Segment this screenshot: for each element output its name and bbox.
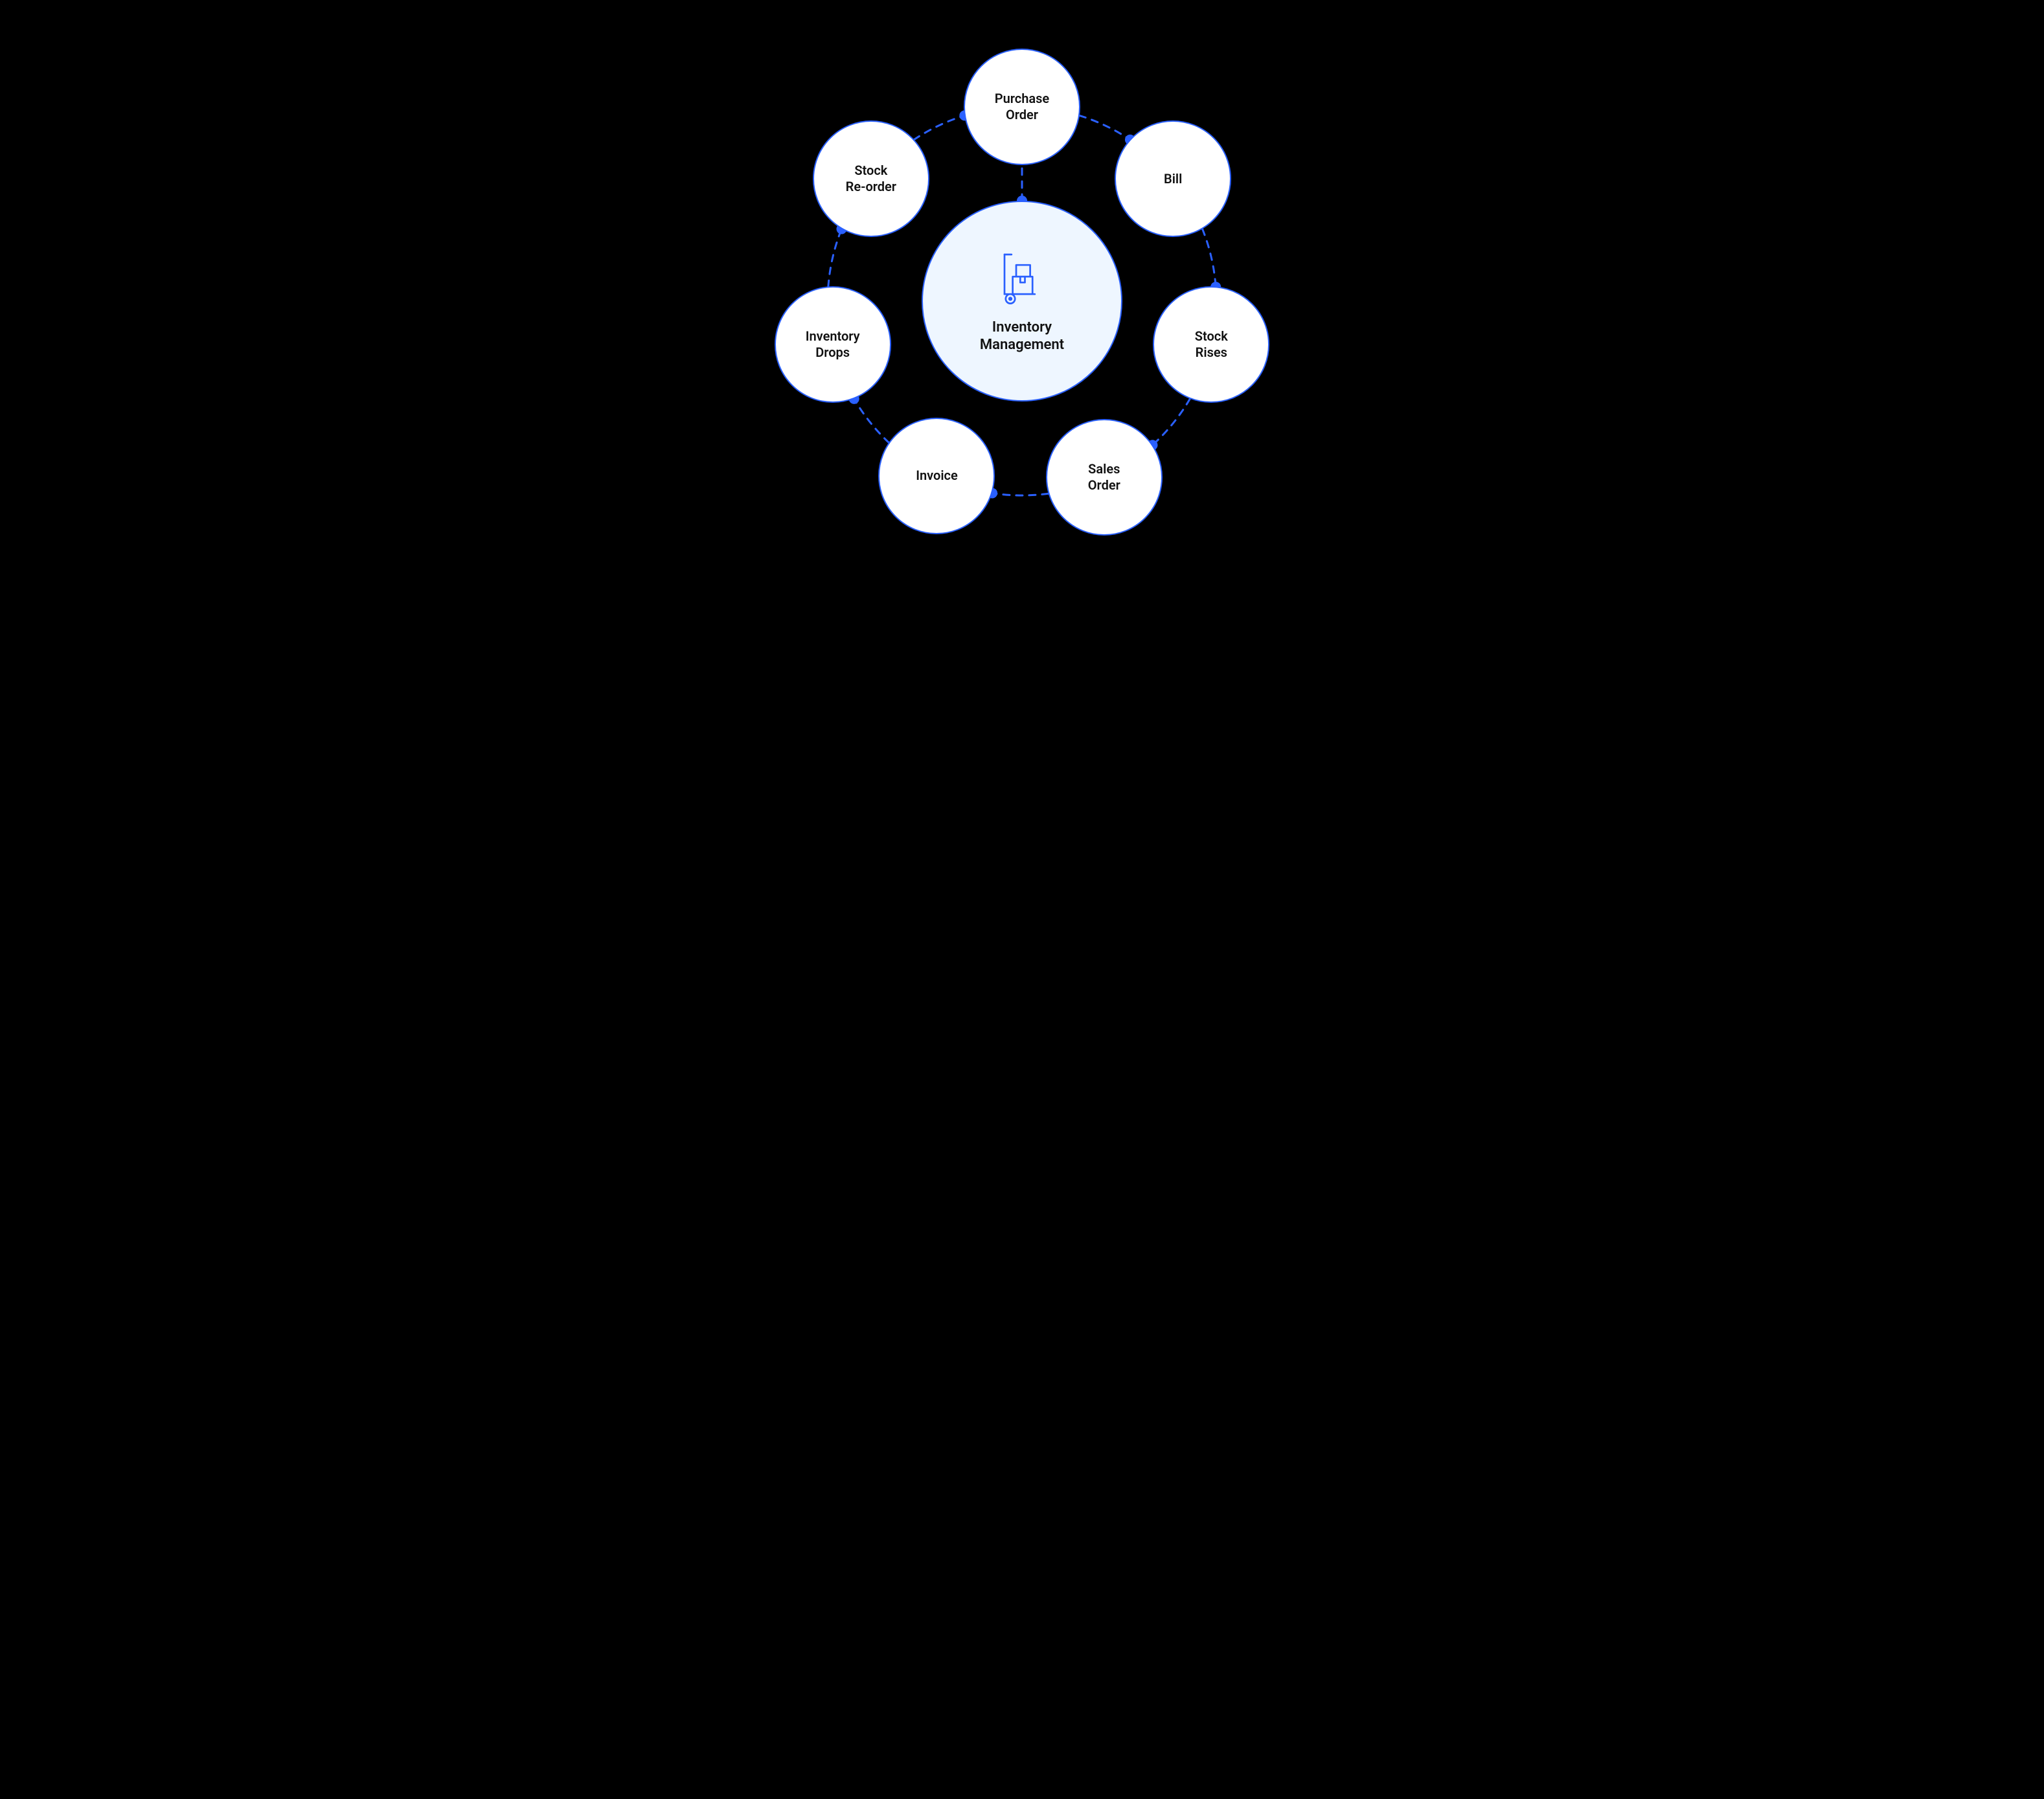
- outer-node-label: Stock Rises: [1195, 328, 1228, 361]
- center-node: Inventory Management: [922, 201, 1122, 402]
- diagram-stage: Inventory Management Purchase Order Bill St…: [698, 0, 1346, 570]
- outer-node-bill: Bill: [1115, 120, 1231, 237]
- outer-node-stock-rises: Stock Rises: [1153, 286, 1269, 403]
- edge-inventory-drops-to-stock-reorder: [828, 229, 842, 288]
- edge-sales-order-to-invoice: [992, 493, 1049, 495]
- edge-bill-to-stock-rises: [1203, 229, 1216, 288]
- outer-node-label: Inventory Drops: [806, 328, 860, 361]
- edge-stock-rises-to-sales-order: [1152, 399, 1190, 445]
- outer-node-purchase-order: Purchase Order: [964, 49, 1080, 165]
- outer-node-label: Bill: [1164, 171, 1182, 187]
- outer-node-invoice: Invoice: [878, 418, 995, 534]
- edge-stock-reorder-to-purchase-order: [914, 115, 964, 139]
- outer-node-label: Stock Re-order: [846, 163, 896, 195]
- edge-invoice-to-inventory-drops: [854, 399, 889, 443]
- outer-node-label: Purchase Order: [995, 91, 1049, 123]
- outer-node-sales-order: Sales Order: [1046, 419, 1163, 536]
- hand-truck-icon: [993, 249, 1051, 310]
- outer-node-label: Sales Order: [1088, 461, 1120, 493]
- center-node-label: Inventory Management: [980, 319, 1064, 354]
- edge-purchase-order-to-bill: [1080, 115, 1130, 139]
- outer-node-stock-reorder: Stock Re-order: [813, 120, 929, 237]
- outer-node-inventory-drops: Inventory Drops: [775, 286, 891, 403]
- outer-node-label: Invoice: [916, 468, 958, 484]
